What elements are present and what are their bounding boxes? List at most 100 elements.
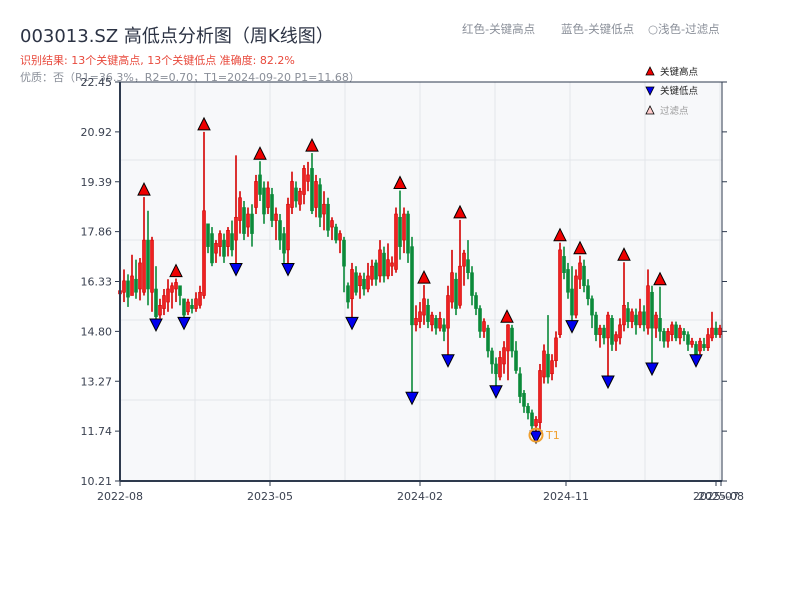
candle-body bbox=[242, 207, 246, 234]
legend-high-icon bbox=[645, 66, 655, 76]
key-low-marker bbox=[601, 375, 615, 390]
candle-body bbox=[462, 252, 466, 267]
legend-red-description: 红色-关键高点 bbox=[462, 22, 536, 36]
candle-body bbox=[202, 210, 206, 296]
candle-body bbox=[174, 282, 178, 290]
key-high-marker bbox=[197, 116, 211, 131]
candle-body bbox=[446, 295, 450, 329]
candle-body bbox=[442, 324, 446, 332]
key-high-marker bbox=[137, 181, 151, 196]
candle-body bbox=[530, 412, 534, 427]
candle-body bbox=[686, 334, 690, 345]
candle-body bbox=[286, 203, 290, 251]
candle-body bbox=[434, 318, 438, 329]
x-tick-label: 2023-05 bbox=[247, 490, 293, 503]
candle-body bbox=[366, 275, 370, 290]
y-tick-label: 11.74 bbox=[81, 425, 113, 438]
candle-body bbox=[206, 223, 210, 247]
candle-body bbox=[378, 249, 382, 277]
candle-body bbox=[214, 243, 218, 254]
candle-body bbox=[594, 314, 598, 335]
candle-body bbox=[590, 298, 594, 316]
y-tick-label: 17.86 bbox=[81, 226, 113, 239]
candle-body bbox=[670, 324, 674, 335]
candle-body bbox=[522, 393, 526, 407]
axes: 22.45 20.92 19.39 17.86 16.33 14.80 13.27 11.74… bbox=[81, 76, 744, 503]
candle-body bbox=[250, 213, 254, 234]
candle-body bbox=[318, 184, 322, 218]
candle-body bbox=[510, 327, 514, 352]
candle-body bbox=[278, 220, 282, 241]
candle-body bbox=[290, 181, 294, 208]
y-tick-label: 16.33 bbox=[81, 276, 113, 289]
candle-body bbox=[538, 370, 542, 423]
candle-body bbox=[546, 353, 550, 378]
candle-body bbox=[390, 262, 394, 267]
candle-body bbox=[718, 327, 722, 335]
candle-body bbox=[190, 304, 194, 309]
candle-body bbox=[414, 318, 418, 326]
candle-body bbox=[350, 269, 354, 300]
candle-body bbox=[130, 275, 134, 296]
key-high-marker bbox=[653, 271, 667, 286]
candle-body bbox=[150, 239, 154, 293]
candle-body bbox=[554, 337, 558, 362]
candle-body bbox=[322, 203, 326, 215]
candle-body bbox=[586, 285, 590, 300]
candle-body bbox=[398, 216, 402, 247]
candle-body bbox=[362, 278, 366, 290]
candle-body bbox=[514, 350, 518, 371]
candle-body bbox=[126, 280, 130, 298]
key-low-marker bbox=[281, 263, 295, 277]
key-high-marker bbox=[573, 240, 587, 255]
candle-body bbox=[526, 406, 530, 414]
candle-body bbox=[330, 220, 334, 228]
candle-body bbox=[354, 272, 358, 293]
key-low-marker bbox=[345, 316, 359, 331]
candle-body bbox=[270, 194, 274, 221]
candle-body bbox=[338, 233, 342, 241]
candle-body bbox=[474, 295, 478, 309]
candle-body bbox=[294, 187, 298, 202]
candle-body bbox=[122, 280, 126, 293]
candle-body bbox=[550, 360, 554, 375]
candle-body bbox=[482, 321, 486, 332]
result-summary: 识别结果: 13个关键高点, 13个关键低点 准确度: 82.2% bbox=[20, 54, 295, 67]
y-tick-label: 20.92 bbox=[81, 126, 113, 139]
candle-body bbox=[326, 203, 330, 231]
legend-low-icon bbox=[645, 86, 655, 96]
legend-label: 过滤点 bbox=[660, 105, 689, 117]
candle-body bbox=[410, 246, 414, 326]
candle-body bbox=[606, 314, 610, 339]
y-tick-label: 19.39 bbox=[81, 176, 113, 189]
candle-body bbox=[542, 350, 546, 378]
legend-blue-description: 蓝色-关键低点 bbox=[561, 22, 635, 36]
candle-body bbox=[610, 318, 614, 345]
candle-body bbox=[678, 327, 682, 339]
candle-body bbox=[602, 327, 606, 339]
candle-body bbox=[562, 256, 566, 273]
legend-label: 关键高点 bbox=[660, 66, 699, 78]
candles bbox=[118, 131, 722, 434]
t1-ring bbox=[528, 427, 544, 443]
x-tick-label: 2024-02 bbox=[397, 490, 443, 503]
candle-body bbox=[630, 311, 634, 322]
key-high-marker bbox=[553, 227, 567, 242]
key-low-marker bbox=[441, 354, 455, 368]
candle-body bbox=[426, 304, 430, 322]
key-high-marker bbox=[253, 146, 267, 160]
legend-filtered-icon bbox=[645, 105, 655, 115]
key-low-marker bbox=[565, 320, 579, 334]
candle-body bbox=[158, 304, 162, 316]
candle-body bbox=[646, 285, 650, 329]
candle-body bbox=[506, 324, 510, 352]
candle-body bbox=[422, 298, 426, 316]
key-point-markers: T1 bbox=[137, 116, 703, 445]
candle-body bbox=[634, 314, 638, 326]
candle-body bbox=[154, 288, 158, 318]
candle-body bbox=[166, 288, 170, 303]
chart-title: 003013.SZ 高低点分析图（周K线图） bbox=[20, 26, 334, 47]
candle-body bbox=[454, 278, 458, 309]
